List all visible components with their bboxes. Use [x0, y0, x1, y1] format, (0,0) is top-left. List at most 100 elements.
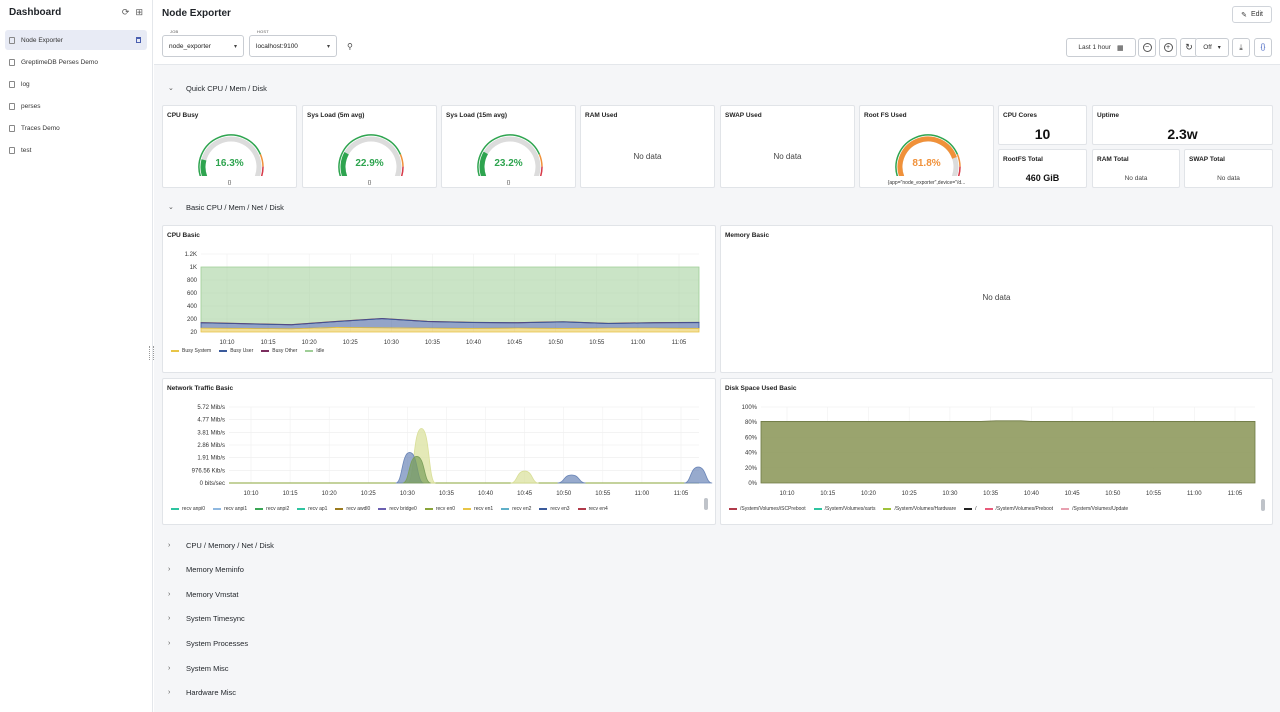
- zoom-in-button[interactable]: +: [1159, 38, 1177, 57]
- row-collapsed[interactable]: › Hardware Misc: [154, 683, 236, 703]
- x-tick-label: 11:05: [674, 491, 689, 497]
- row-collapsed[interactable]: › System Misc: [154, 658, 229, 678]
- traffic-peak: [557, 474, 586, 484]
- y-tick-label: 1K: [190, 265, 197, 271]
- x-tick-label: 10:25: [361, 491, 377, 497]
- legend-item[interactable]: recv ap1: [297, 501, 327, 517]
- legend-swatch: [729, 508, 737, 510]
- legend-item[interactable]: /System/Volumes/Preboot: [984, 501, 1053, 517]
- job-variable-select[interactable]: JOB node_exporter ▾: [162, 29, 244, 57]
- row-quick-cpu-mem-disk[interactable]: ⌄ Quick CPU / Mem / Disk: [154, 78, 267, 98]
- x-tick-label: 10:40: [478, 491, 494, 497]
- y-tick-label: 600: [187, 291, 198, 297]
- gauge-label: {}: [367, 180, 372, 186]
- row-collapsed[interactable]: › System Processes: [154, 633, 248, 653]
- row-title: Memory Vmstat: [186, 589, 239, 599]
- refresh-button[interactable]: ↻: [1180, 38, 1198, 57]
- legend-item[interactable]: recv anpi1: [213, 501, 247, 517]
- y-tick-label: 400: [187, 304, 198, 310]
- gauge-sys-load-5m: [338, 134, 404, 176]
- document-icon: [9, 146, 15, 154]
- x-tick-label: 10:25: [343, 340, 359, 346]
- x-tick-label: 10:50: [548, 340, 564, 346]
- variable-label: JOB: [169, 29, 180, 34]
- legend-item[interactable]: /System/Volumes/Update: [1061, 501, 1128, 517]
- legend-item[interactable]: /System/Volumes/iSCPreboot: [729, 501, 806, 517]
- sidebar-item-traces-demo[interactable]: Traces Demo: [5, 118, 147, 138]
- legend-scrollbar[interactable]: [1261, 499, 1265, 511]
- legend-item[interactable]: /System/Volumes/xarts: [813, 501, 875, 517]
- zoom-in-icon: +: [1163, 43, 1173, 52]
- sidebar-item-test[interactable]: test: [5, 140, 147, 160]
- sidebar-item-node-exporter[interactable]: Node Exporter: [5, 30, 147, 50]
- row-collapsed[interactable]: › Memory Vmstat: [154, 584, 239, 604]
- ram-used-panel: RAM Used No data: [580, 105, 715, 188]
- legend-item[interactable]: recv awdl0: [335, 501, 370, 517]
- sidebar-item-perses[interactable]: perses: [5, 96, 147, 116]
- legend-swatch: [171, 508, 179, 510]
- time-range-picker[interactable]: Last 1 hour ▦: [1066, 38, 1136, 57]
- y-tick-label: 800: [187, 278, 198, 284]
- legend-swatch: [424, 508, 433, 510]
- refresh-icon[interactable]: ⟳: [121, 6, 130, 17]
- zoom-out-button[interactable]: −: [1138, 38, 1156, 57]
- y-tick-label: 20: [190, 330, 197, 336]
- legend-swatch: [964, 508, 973, 510]
- x-tick-label: 10:20: [861, 491, 877, 497]
- row-title: Basic CPU / Mem / Net / Disk: [186, 202, 284, 212]
- legend-item[interactable]: Busy User: [219, 348, 253, 354]
- sidebar-item-label: GreptimeDB Perses Demo: [21, 58, 98, 66]
- gauge-cpu-busy: [198, 134, 264, 176]
- download-button[interactable]: ⤓: [1232, 38, 1250, 57]
- row-collapsed[interactable]: › Memory Meminfo: [154, 560, 244, 580]
- y-tick-label: 60%: [745, 435, 758, 441]
- panel-title: RAM Used: [585, 112, 618, 119]
- x-tick-label: 11:00: [1187, 491, 1202, 497]
- resize-handle[interactable]: [149, 346, 154, 360]
- edit-button[interactable]: ✎ Edit: [1232, 6, 1272, 23]
- x-tick-label: 10:55: [595, 491, 611, 497]
- pin-icon[interactable]: ⚲: [347, 42, 353, 51]
- no-data-text: No data: [1124, 175, 1148, 182]
- gauge-threshold-green: [477, 134, 541, 176]
- swap-total-panel: SWAP Total No data: [1184, 149, 1273, 188]
- legend-item[interactable]: recv en2: [501, 501, 531, 517]
- legend-swatch: [297, 508, 306, 510]
- new-dashboard-icon[interactable]: ⊞: [135, 6, 143, 17]
- page-title: Node Exporter: [162, 8, 231, 19]
- legend-label: Busy Other: [272, 348, 298, 354]
- x-tick-label: 10:20: [322, 491, 338, 497]
- legend-item[interactable]: Idle: [305, 348, 324, 354]
- legend-item[interactable]: recv anpi0: [171, 501, 205, 517]
- legend-item[interactable]: /: [964, 501, 977, 517]
- gauge-label: {app="node_exporter",device="/d...: [887, 180, 966, 186]
- gauge-fill: [479, 151, 489, 176]
- legend-item[interactable]: recv en0: [424, 501, 455, 517]
- row-collapsed[interactable]: › CPU / Memory / Net / Disk: [154, 535, 274, 555]
- refresh-interval-select[interactable]: Off ▾: [1195, 38, 1229, 57]
- row-basic-cpu-mem-net-disk[interactable]: ⌄ Basic CPU / Mem / Net / Disk: [154, 197, 284, 217]
- host-variable-select[interactable]: HOST localhost:9100 ▾: [249, 29, 337, 57]
- chevron-right-icon: ›: [168, 639, 171, 647]
- rootfs-total-panel: RootFS Total 460 GiB: [998, 149, 1087, 188]
- legend-item[interactable]: Busy Other: [261, 348, 297, 354]
- trash-icon[interactable]: [136, 37, 141, 43]
- x-tick-label: 11:00: [631, 340, 646, 346]
- legend-scrollbar[interactable]: [704, 498, 708, 510]
- legend-item[interactable]: /System/Volumes/Hardware: [883, 501, 956, 517]
- row-title: Memory Meminfo: [186, 565, 244, 575]
- sidebar-item-log[interactable]: log: [5, 74, 147, 94]
- legend-item[interactable]: recv bridge0: [378, 501, 417, 517]
- row-collapsed[interactable]: › System Timesync: [154, 609, 245, 629]
- panel-title: Disk Space Used Basic: [725, 385, 797, 392]
- legend-swatch: [255, 508, 264, 510]
- legend-item[interactable]: Busy System: [171, 348, 211, 354]
- sidebar-item-greptimedb[interactable]: GreptimeDB Perses Demo: [5, 52, 147, 72]
- json-button[interactable]: {}: [1254, 38, 1272, 57]
- legend-item[interactable]: recv anpi2: [255, 501, 289, 517]
- sidebar-item-label: log: [21, 80, 30, 88]
- cpu-busy-panel: CPU Busy 16.3% {}: [162, 105, 297, 188]
- legend-item[interactable]: recv en4: [577, 501, 608, 517]
- legend-item[interactable]: recv en3: [539, 501, 570, 517]
- legend-item[interactable]: recv en1: [463, 501, 493, 517]
